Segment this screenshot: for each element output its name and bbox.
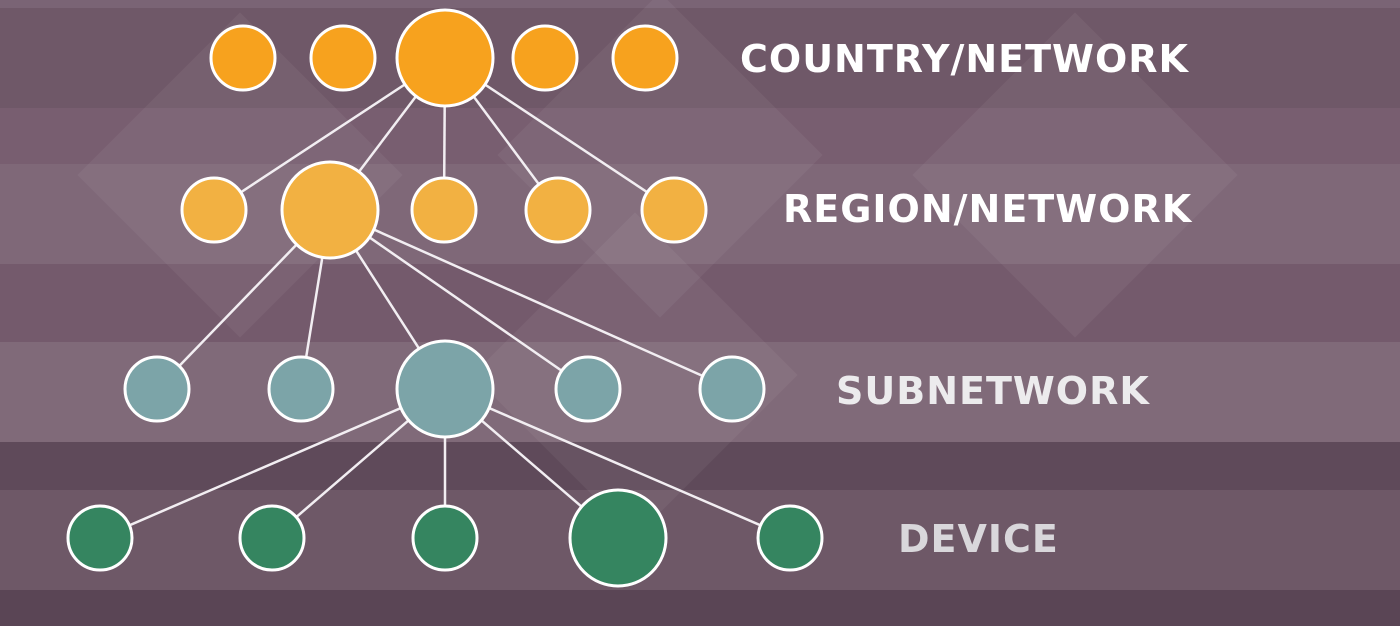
background-band (0, 442, 1400, 490)
node-subnetwork-1 (267, 355, 335, 423)
background-band (0, 590, 1400, 626)
node-device-1 (238, 504, 306, 572)
node-country-2 (395, 8, 495, 108)
node-country-3 (511, 24, 579, 92)
node-subnetwork-3 (554, 355, 622, 423)
node-device-3 (568, 488, 668, 588)
background-band (0, 264, 1400, 342)
node-country-4 (611, 24, 679, 92)
node-country-1 (309, 24, 377, 92)
level-label-subnetwork: SUBNETWORK (836, 369, 1150, 413)
connector-subnetwork-to-device-4 (444, 387, 791, 540)
background-band (0, 108, 1400, 164)
level-label-region: REGION/NETWORK (783, 187, 1193, 231)
node-device-4 (756, 504, 824, 572)
level-label-device: DEVICE (898, 517, 1059, 561)
node-device-2 (411, 504, 479, 572)
connector-subnetwork-to-device-0 (99, 387, 446, 540)
hierarchy-nodes (66, 8, 824, 588)
level-label-country: COUNTRY/NETWORK (740, 37, 1189, 81)
background-band (0, 0, 1400, 8)
node-region-3 (524, 176, 592, 244)
connector-region-to-subnetwork-4 (329, 208, 733, 391)
connector-region-to-subnetwork-3 (329, 208, 589, 391)
background-band (0, 490, 1400, 590)
node-region-0 (180, 176, 248, 244)
node-device-0 (66, 504, 134, 572)
node-subnetwork-2 (395, 339, 495, 439)
connector-lines (99, 56, 791, 540)
node-subnetwork-0 (123, 355, 191, 423)
node-region-2 (410, 176, 478, 244)
node-country-0 (209, 24, 277, 92)
node-region-4 (640, 176, 708, 244)
node-subnetwork-4 (698, 355, 766, 423)
node-region-1 (280, 160, 380, 260)
